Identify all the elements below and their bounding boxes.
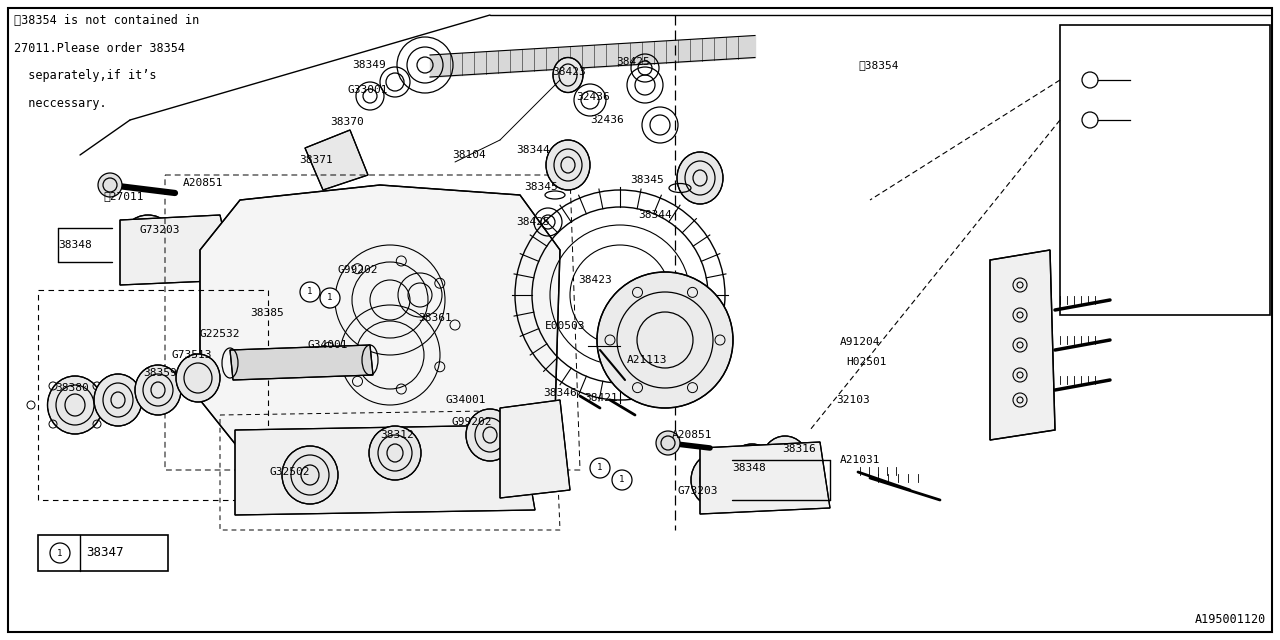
Text: 38371: 38371	[300, 155, 333, 165]
Ellipse shape	[691, 452, 745, 508]
Text: A20851: A20851	[183, 178, 224, 188]
Text: A195001120: A195001120	[1194, 613, 1266, 626]
Text: 1: 1	[58, 548, 63, 557]
Text: G73513: G73513	[172, 350, 212, 360]
Text: 38348: 38348	[58, 240, 92, 250]
Text: 1: 1	[328, 294, 333, 303]
Circle shape	[657, 431, 680, 455]
Text: 32103: 32103	[836, 395, 869, 405]
Text: G34001: G34001	[445, 395, 486, 405]
Text: 38312: 38312	[380, 430, 413, 440]
Text: 38370: 38370	[330, 117, 364, 127]
Text: G73203: G73203	[678, 486, 718, 496]
Text: G73203: G73203	[140, 225, 180, 235]
Text: G32502: G32502	[270, 467, 311, 477]
Ellipse shape	[177, 354, 220, 402]
Circle shape	[99, 173, 122, 197]
Text: 38380: 38380	[55, 383, 88, 393]
Text: 38425: 38425	[516, 217, 549, 227]
Text: ‸38354: ‸38354	[858, 60, 899, 70]
Circle shape	[590, 458, 611, 478]
Circle shape	[300, 282, 320, 302]
Circle shape	[320, 288, 340, 308]
Text: 38359: 38359	[143, 368, 177, 378]
Ellipse shape	[762, 436, 808, 484]
Text: H02501: H02501	[846, 357, 887, 367]
Text: neccessary.: neccessary.	[14, 97, 106, 111]
Bar	[1060, 25, 1270, 315]
Ellipse shape	[93, 374, 142, 426]
Polygon shape	[989, 250, 1055, 440]
Text: A21113: A21113	[627, 355, 667, 365]
Text: 38425: 38425	[616, 57, 650, 67]
Text: G99202: G99202	[338, 265, 379, 275]
Text: ‸38354 is not contained in: ‸38354 is not contained in	[14, 13, 200, 26]
Text: 27011.Please order 38354: 27011.Please order 38354	[14, 42, 186, 54]
Text: 38344: 38344	[637, 210, 672, 220]
Text: separately,if it’s: separately,if it’s	[14, 70, 156, 83]
Polygon shape	[120, 215, 236, 285]
Text: 1: 1	[598, 463, 603, 472]
Bar	[38, 535, 168, 571]
Ellipse shape	[47, 376, 102, 434]
Text: 1: 1	[307, 287, 312, 296]
Text: 38345: 38345	[524, 182, 558, 192]
Text: E00503: E00503	[545, 321, 585, 331]
Ellipse shape	[282, 446, 338, 504]
Text: 38346: 38346	[543, 388, 577, 398]
Text: G34001: G34001	[308, 340, 348, 350]
Polygon shape	[200, 185, 561, 460]
Text: 38104: 38104	[452, 150, 485, 160]
Text: 38349: 38349	[352, 60, 385, 70]
Text: A91204: A91204	[840, 337, 881, 347]
Ellipse shape	[134, 365, 180, 415]
Circle shape	[612, 470, 632, 490]
Polygon shape	[700, 442, 829, 514]
Text: 1: 1	[620, 476, 625, 484]
Ellipse shape	[122, 215, 175, 269]
Polygon shape	[500, 400, 570, 498]
Text: 38385: 38385	[250, 308, 284, 318]
Text: 32436: 32436	[590, 115, 623, 125]
Text: 38423: 38423	[552, 67, 586, 77]
Ellipse shape	[547, 140, 590, 190]
Bar	[38, 290, 268, 500]
Text: 38348: 38348	[732, 463, 765, 473]
Ellipse shape	[553, 58, 582, 93]
Text: G22532: G22532	[200, 329, 241, 339]
Text: 38421: 38421	[584, 393, 618, 403]
Circle shape	[50, 543, 70, 563]
Text: 38316: 38316	[782, 444, 815, 454]
Text: 32436: 32436	[576, 92, 609, 102]
Text: A20851: A20851	[672, 430, 713, 440]
Text: G33001: G33001	[348, 85, 389, 95]
Text: ‸27011: ‸27011	[102, 191, 143, 201]
Ellipse shape	[297, 240, 383, 310]
Ellipse shape	[154, 223, 204, 273]
Ellipse shape	[466, 409, 515, 461]
Text: 38361: 38361	[419, 313, 452, 323]
Ellipse shape	[727, 444, 777, 496]
Text: 38344: 38344	[516, 145, 549, 155]
Text: 38423: 38423	[579, 275, 612, 285]
Text: A21031: A21031	[840, 455, 881, 465]
Polygon shape	[305, 130, 369, 190]
Ellipse shape	[369, 426, 421, 480]
Circle shape	[596, 272, 733, 408]
Text: 38347: 38347	[86, 547, 123, 559]
Text: G99202: G99202	[452, 417, 493, 427]
Ellipse shape	[677, 152, 723, 204]
Polygon shape	[236, 425, 535, 515]
Text: 38345: 38345	[630, 175, 664, 185]
Polygon shape	[230, 345, 372, 380]
